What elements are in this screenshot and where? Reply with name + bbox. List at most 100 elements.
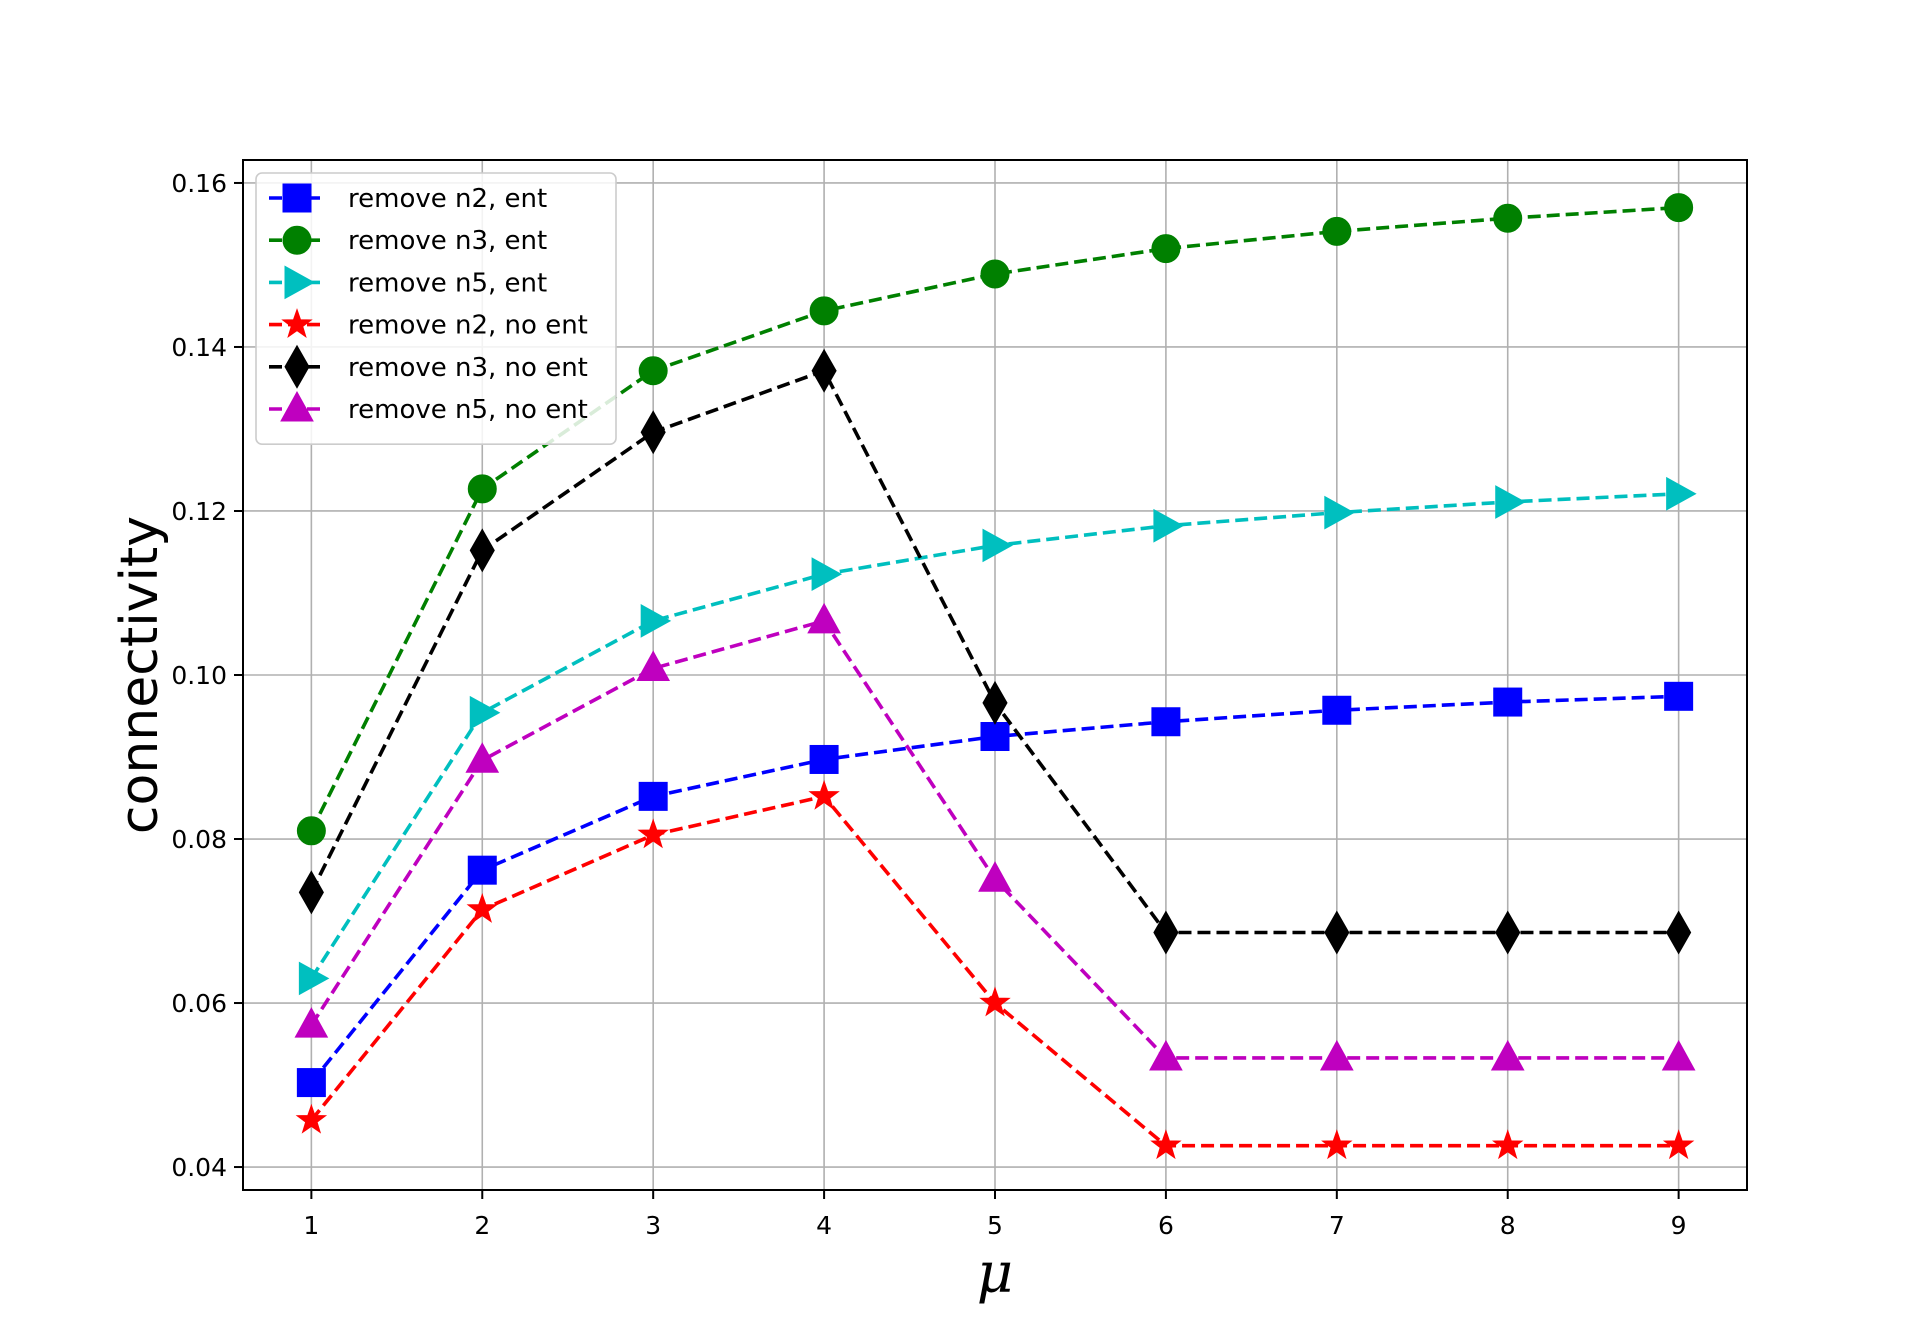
- data-point: [1662, 1129, 1695, 1160]
- legend-label: remove n2, ent: [348, 184, 547, 214]
- legend-marker: [284, 265, 316, 300]
- x-tick-label: 5: [987, 1211, 1003, 1240]
- data-point: [980, 722, 1010, 752]
- data-point: [809, 296, 839, 326]
- x-tick-label: 1: [303, 1211, 319, 1240]
- data-point: [637, 818, 669, 849]
- data-point: [640, 604, 672, 638]
- series-1: [296, 681, 1694, 1098]
- data-point: [1666, 910, 1692, 955]
- y-tick-label: 0.16: [171, 169, 227, 198]
- data-point: [1153, 910, 1179, 955]
- data-point: [980, 259, 1010, 289]
- legend-entry: remove n3, no ent: [269, 344, 588, 389]
- data-point: [808, 779, 840, 810]
- series-3: [298, 476, 1697, 996]
- legend-label: remove n3, ent: [348, 226, 547, 256]
- data-point: [640, 410, 666, 455]
- data-point: [1149, 1039, 1183, 1071]
- x-tick-label: 8: [1500, 1211, 1516, 1240]
- y-tick-label: 0.14: [171, 333, 227, 362]
- x-tick-label: 6: [1158, 1211, 1174, 1240]
- data-point: [1666, 476, 1697, 511]
- legend: remove n2, ent remove n3, ent remove n5, e…: [255, 172, 617, 446]
- axis-ticks: 1 2 3 4 5 6 7 8 9 0.04 0.06 0.08 0.10 0.12 0.14 0.16: [171, 169, 1686, 1240]
- data-point: [298, 961, 330, 996]
- data-point: [1151, 234, 1181, 264]
- x-tick-label: 4: [816, 1211, 832, 1240]
- y-axis-label: connectivity: [110, 516, 170, 834]
- data-point: [811, 557, 843, 591]
- legend-marker: [284, 344, 310, 389]
- data-point: [1664, 681, 1694, 711]
- x-tick-label: 9: [1671, 1211, 1687, 1240]
- data-point: [1495, 485, 1526, 519]
- data-point: [1322, 695, 1352, 725]
- data-point: [465, 742, 500, 773]
- legend-label: remove n2, no ent: [348, 311, 588, 341]
- y-tick-label: 0.08: [171, 825, 227, 854]
- legend-entry: remove n2, ent: [269, 183, 547, 214]
- data-point: [982, 680, 1008, 725]
- data-point: [296, 816, 326, 846]
- legend-entry: remove n3, ent: [269, 225, 547, 256]
- y-tick-label: 0.10: [171, 661, 227, 690]
- data-point: [811, 348, 837, 393]
- data-point: [469, 695, 501, 730]
- series-6: [294, 602, 1696, 1071]
- y-tick-label: 0.04: [171, 1153, 227, 1182]
- legend-marker: [282, 225, 312, 255]
- legend-entry: remove n5, ent: [269, 265, 547, 300]
- legend-label: remove n3, no ent: [348, 353, 588, 383]
- data-point: [1151, 707, 1181, 737]
- data-point: [298, 870, 324, 915]
- x-axis-label: μ: [977, 1241, 1013, 1306]
- legend-marker: [282, 183, 312, 213]
- legend-marker: [281, 308, 313, 338]
- data-point: [295, 1103, 328, 1134]
- data-point: [1150, 1129, 1182, 1160]
- series-5: [298, 348, 1692, 955]
- series-2: [296, 193, 1694, 846]
- data-point: [1322, 216, 1352, 246]
- data-point: [1664, 193, 1694, 223]
- data-point: [979, 986, 1011, 1017]
- y-tick-label: 0.12: [171, 497, 227, 526]
- data-point: [469, 528, 495, 573]
- data-point: [1319, 1039, 1354, 1071]
- data-point: [1495, 910, 1521, 955]
- data-point: [636, 650, 671, 681]
- data-point: [1153, 508, 1184, 543]
- data-point: [982, 528, 1014, 563]
- data-point: [467, 855, 497, 885]
- legend-label: remove n5, ent: [348, 268, 547, 298]
- legend-entry: remove n5, no ent: [269, 390, 588, 425]
- data-point: [1661, 1039, 1696, 1071]
- data-point: [1493, 687, 1523, 717]
- data-point: [1324, 910, 1350, 955]
- data-point: [807, 602, 841, 634]
- legend-box: [255, 172, 617, 446]
- data-point: [1324, 495, 1355, 530]
- data-point: [1493, 203, 1523, 233]
- data-point: [467, 474, 497, 504]
- series-group: [294, 193, 1697, 1160]
- legend-label: remove n5, no ent: [348, 395, 588, 425]
- x-tick-label: 3: [645, 1211, 661, 1240]
- legend-marker: [280, 390, 314, 422]
- data-point: [1321, 1129, 1353, 1160]
- data-point: [978, 861, 1012, 892]
- data-point: [638, 781, 668, 811]
- x-tick-label: 7: [1329, 1211, 1345, 1240]
- data-point: [809, 744, 839, 774]
- legend-entry: remove n2, no ent: [269, 308, 588, 341]
- data-point: [1490, 1039, 1525, 1071]
- series-4: [295, 779, 1695, 1160]
- data-point: [1492, 1129, 1524, 1160]
- x-tick-label: 2: [474, 1211, 490, 1240]
- data-point: [294, 1007, 329, 1038]
- data-point: [466, 893, 498, 923]
- data-point: [638, 356, 668, 386]
- y-tick-label: 0.06: [171, 989, 227, 1018]
